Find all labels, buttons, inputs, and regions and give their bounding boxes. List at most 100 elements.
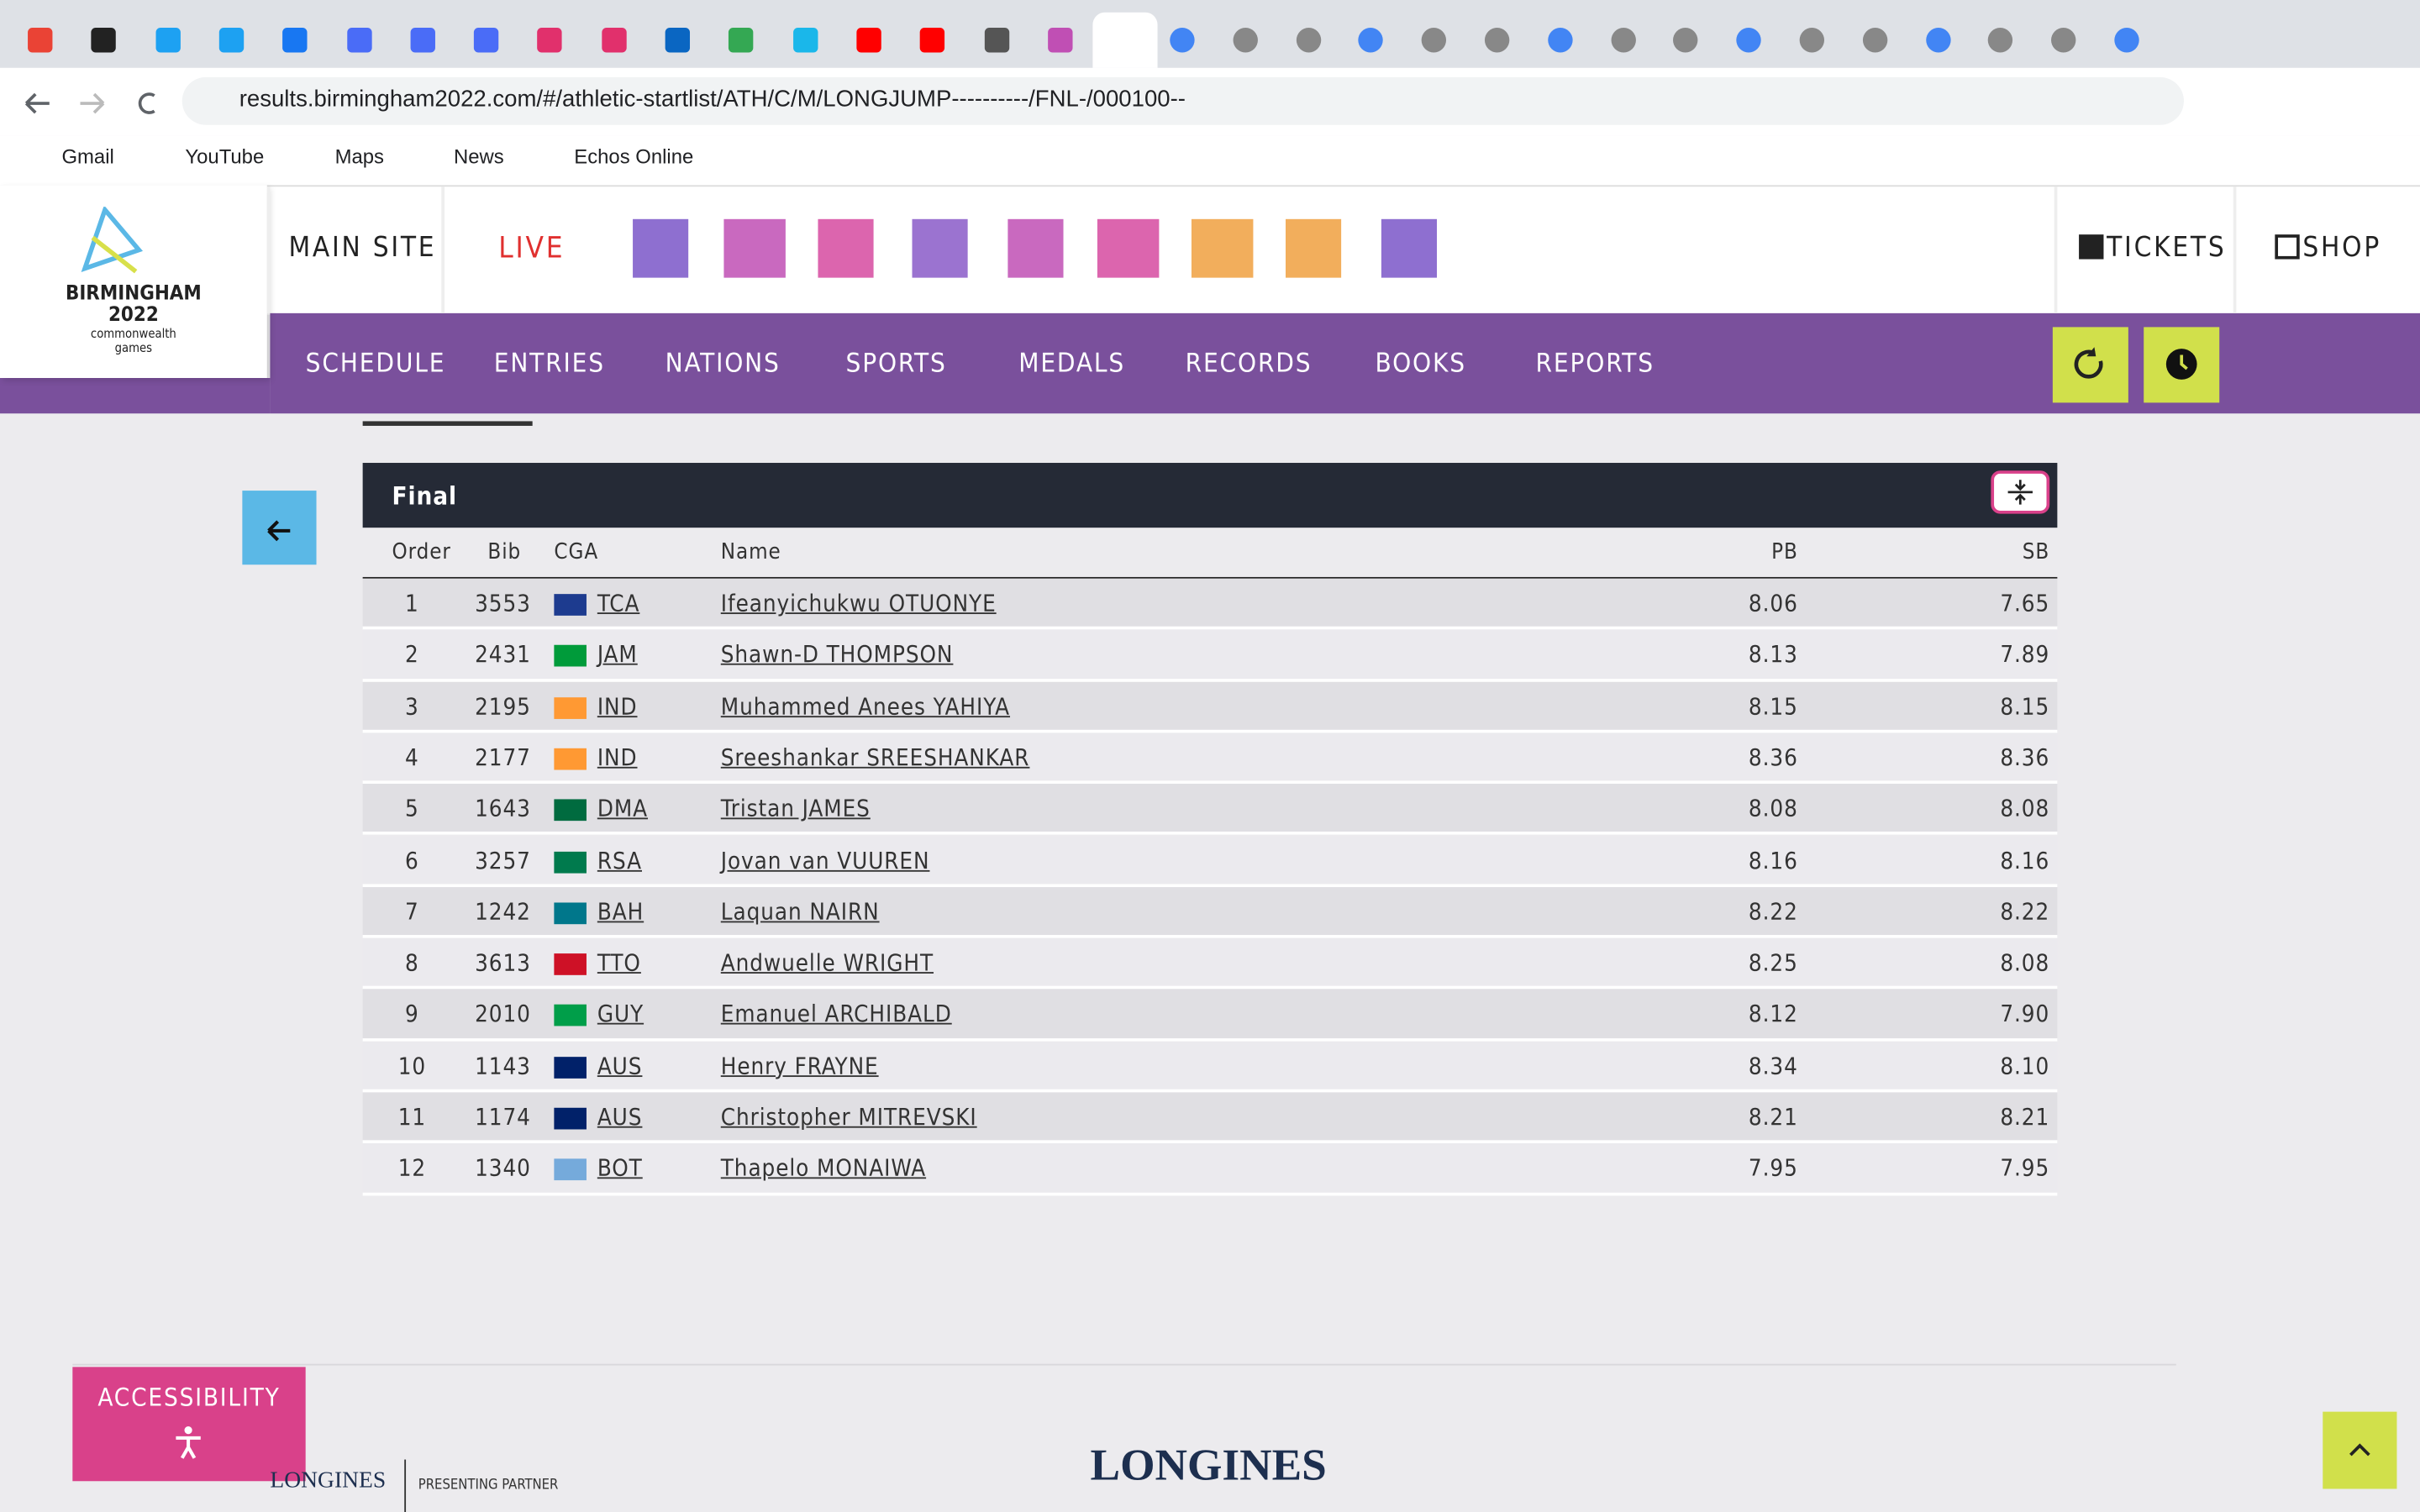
cga-cell[interactable]: BOT	[597, 1154, 643, 1183]
menu-item[interactable]: ENTRIES	[493, 349, 605, 380]
bib-cell: 1643	[475, 795, 531, 823]
scroll-top-button[interactable]	[2323, 1411, 2397, 1489]
tab-icon[interactable]	[1988, 28, 2013, 53]
tab-icon[interactable]	[474, 28, 499, 53]
menu-item[interactable]: MEDALS	[1018, 349, 1126, 380]
url-pill[interactable]	[182, 76, 2184, 125]
shop-link[interactable]: SHOP	[2275, 232, 2381, 264]
collapse-button[interactable]	[1991, 470, 2050, 514]
sb-cell: 8.08	[2000, 795, 2050, 823]
cga-cell[interactable]: TTO	[597, 948, 641, 977]
tab-icon[interactable]	[2114, 28, 2139, 53]
bookmark[interactable]: News	[454, 144, 504, 169]
bookmark[interactable]: Echos Online	[574, 144, 694, 169]
cga-cell[interactable]: TCA	[597, 589, 640, 617]
tab-icon[interactable]	[1233, 28, 1258, 53]
tab-icon[interactable]	[1421, 28, 1447, 53]
tab-icon[interactable]	[1925, 28, 1950, 53]
main-site-link[interactable]: MAIN SITE	[288, 231, 437, 265]
cga-cell[interactable]: AUS	[597, 1052, 643, 1080]
tab-icon[interactable]	[601, 28, 627, 53]
name-cell[interactable]: Thapelo MONAIWA	[720, 1154, 927, 1183]
table-header-bar	[362, 463, 2058, 528]
name-cell[interactable]: Muhammed Anees YAHIYA	[720, 691, 1011, 721]
sb-cell: 8.21	[2000, 1103, 2050, 1131]
accessibility-button[interactable]: ACCESSIBILITY	[72, 1367, 306, 1482]
tab-icon[interactable]	[537, 28, 563, 53]
tab-icon[interactable]	[1799, 28, 1825, 53]
name-cell[interactable]: Henry FRAYNE	[720, 1052, 879, 1080]
name-cell[interactable]: Laquan NAIRN	[720, 897, 880, 926]
menu-item[interactable]: SPORTS	[845, 349, 947, 380]
cga-cell[interactable]: JAM	[597, 640, 638, 669]
tab-icon[interactable]	[1359, 28, 1384, 53]
name-cell[interactable]: Tristan JAMES	[720, 795, 871, 823]
active-tab[interactable]	[1092, 12, 1158, 68]
cga-cell[interactable]: DMA	[597, 795, 649, 823]
menu-item[interactable]: NATIONS	[665, 349, 781, 380]
table-row: 4 2177 IND Sreeshankar SREESHANKAR 8.36 8.36	[362, 732, 2058, 785]
tab-icon[interactable]	[792, 28, 818, 53]
cga-cell[interactable]: GUY	[597, 1000, 644, 1028]
bookmark[interactable]: YouTube	[185, 144, 265, 169]
pb-cell: 8.13	[1748, 640, 1798, 669]
tab-icon[interactable]	[1047, 28, 1073, 53]
column-header: Name	[720, 539, 781, 565]
menu-item[interactable]: RECORDS	[1185, 349, 1313, 380]
live-link[interactable]: LIVE	[498, 231, 566, 265]
tab-icon[interactable]	[1296, 28, 1321, 53]
back-button[interactable]	[242, 491, 317, 565]
tab-icon[interactable]	[1484, 28, 1510, 53]
tab-icon[interactable]	[1610, 28, 1636, 53]
order-cell: 8	[405, 948, 419, 977]
name-cell[interactable]: Jovan van VUUREN	[720, 846, 930, 874]
tab-icon[interactable]	[665, 28, 691, 53]
cga-cell[interactable]: IND	[597, 743, 638, 772]
tab-icon[interactable]	[410, 28, 435, 53]
tab-icon[interactable]	[1736, 28, 1762, 53]
tickets-link[interactable]: TICKETS	[2079, 232, 2226, 264]
url[interactable]: results.birmingham2022.com/#/athletic-st…	[239, 86, 1186, 113]
tab-icon[interactable]	[28, 28, 53, 53]
tab-icon[interactable]	[346, 28, 371, 53]
tab-icon[interactable]	[920, 28, 945, 53]
partner-text: PRESENTING PARTNER	[418, 1478, 559, 1494]
cga-cell[interactable]: IND	[597, 691, 638, 721]
cga-cell[interactable]: BAH	[597, 897, 644, 926]
tab-icon[interactable]	[2051, 28, 2076, 53]
name-cell[interactable]: Emanuel ARCHIBALD	[720, 1000, 952, 1028]
bookmark[interactable]: Gmail	[61, 144, 114, 169]
tab-icon[interactable]	[1547, 28, 1573, 53]
tab-icon[interactable]	[218, 28, 245, 53]
name-cell[interactable]: Sreeshankar SREESHANKAR	[720, 743, 1030, 772]
tab-icon[interactable]	[1862, 28, 1887, 53]
tab-icon[interactable]	[983, 28, 1009, 53]
tab-icon[interactable]	[282, 28, 308, 53]
clock-button[interactable]	[2144, 327, 2220, 403]
tab-icon[interactable]	[729, 28, 754, 53]
sb-cell: 8.15	[2000, 691, 2050, 721]
tab-icon[interactable]	[91, 28, 117, 53]
tab-icon[interactable]	[1673, 28, 1699, 53]
tab-icon[interactable]	[1170, 28, 1195, 53]
cga-cell[interactable]: AUS	[597, 1103, 643, 1131]
nav-buttons[interactable]	[22, 87, 176, 120]
sport-icons[interactable]	[625, 213, 1443, 283]
name-cell[interactable]: Shawn-D THOMPSON	[720, 640, 954, 669]
table-row: 6 3257 RSA Jovan van VUUREN 8.16 8.16	[362, 835, 2058, 887]
cga-cell[interactable]: RSA	[597, 846, 642, 874]
sb-cell: 8.16	[2000, 846, 2050, 874]
logo-box[interactable]: BIRMINGHAM 2022 commonwealth games	[0, 185, 267, 379]
name-cell[interactable]: Andwuelle WRIGHT	[720, 948, 934, 977]
menu-item[interactable]: SCHEDULE	[305, 349, 446, 380]
tab-icon[interactable]	[155, 28, 181, 53]
refresh-button[interactable]	[2052, 327, 2128, 403]
shop-icon	[2275, 234, 2300, 260]
menu-item[interactable]: BOOKS	[1375, 349, 1466, 380]
sponsor-small: LONGINES	[270, 1468, 387, 1494]
name-cell[interactable]: Christopher MITREVSKI	[720, 1103, 977, 1131]
name-cell[interactable]: Ifeanyichukwu OTUONYE	[720, 589, 997, 617]
menu-item[interactable]: REPORTS	[1535, 349, 1655, 380]
bookmark[interactable]: Maps	[334, 144, 384, 169]
tab-icon[interactable]	[856, 28, 881, 53]
